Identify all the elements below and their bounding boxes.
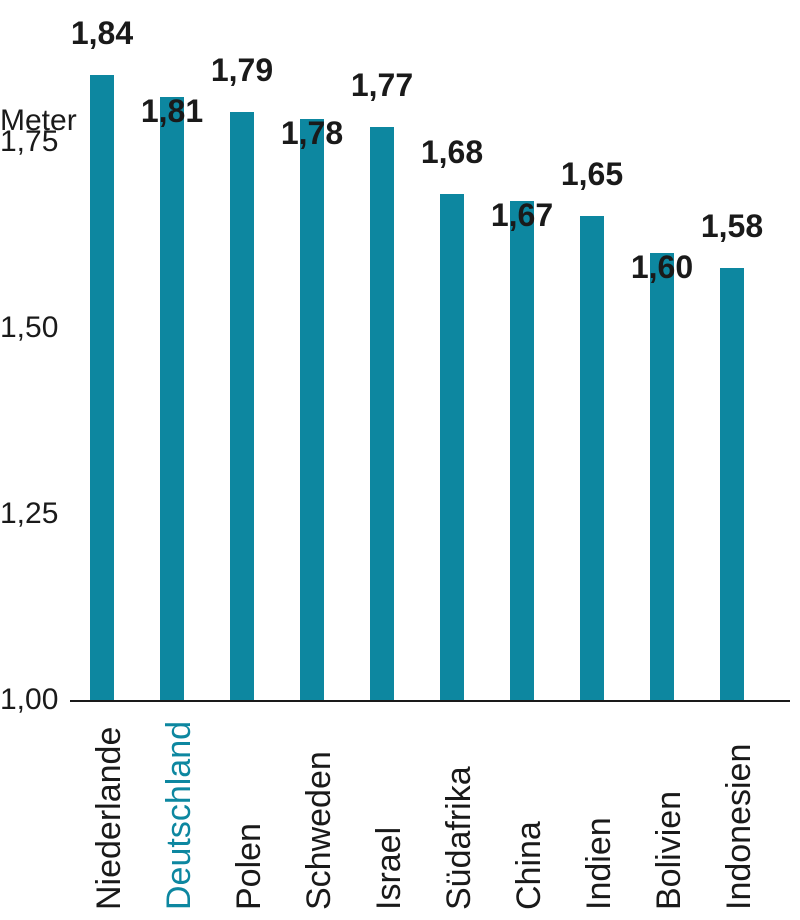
x-axis-line (70, 700, 790, 702)
bar-category-label: Israel (370, 827, 409, 910)
bar-category-label: Südafrika (440, 766, 479, 910)
bar-value-label: 1,78 (272, 115, 352, 152)
bar (440, 194, 464, 700)
bar-value-label: 1,68 (412, 134, 492, 171)
bar-value-label: 1,81 (132, 93, 212, 130)
bar-category-label: Indien (580, 817, 619, 910)
bar (230, 112, 254, 700)
bar (580, 216, 604, 700)
y-axis-tick: 1,75 (0, 125, 58, 159)
bar (510, 201, 534, 700)
bar-value-label: 1,65 (552, 156, 632, 193)
bar-value-label: 1,67 (482, 197, 562, 234)
bar-category-label: Indonesien (720, 744, 759, 910)
bar-category-label: Niederlande (90, 727, 129, 910)
y-axis-tick: 1,00 (0, 683, 58, 717)
bar-value-label: 1,77 (342, 67, 422, 104)
bar-value-label: 1,58 (692, 208, 772, 245)
height-bar-chart: Meter1,751,501,251,001,84Niederlande1,81… (0, 0, 800, 920)
bar-category-label: Deutschland (160, 721, 199, 910)
y-axis-tick: 1,25 (0, 497, 58, 531)
bar (650, 253, 674, 700)
bar (370, 127, 394, 700)
bar-value-label: 1,84 (62, 15, 142, 52)
bar-category-label: China (510, 821, 549, 910)
bar-category-label: Schweden (300, 751, 339, 910)
bar (90, 75, 114, 700)
bar (300, 119, 324, 700)
bar-value-label: 1,79 (202, 52, 282, 89)
bar-category-label: Bolivien (650, 791, 689, 910)
bar (720, 268, 744, 700)
y-axis-tick: 1,50 (0, 311, 58, 345)
bar-value-label: 1,60 (622, 249, 702, 286)
bar (160, 97, 184, 700)
bar-category-label: Polen (230, 823, 269, 910)
